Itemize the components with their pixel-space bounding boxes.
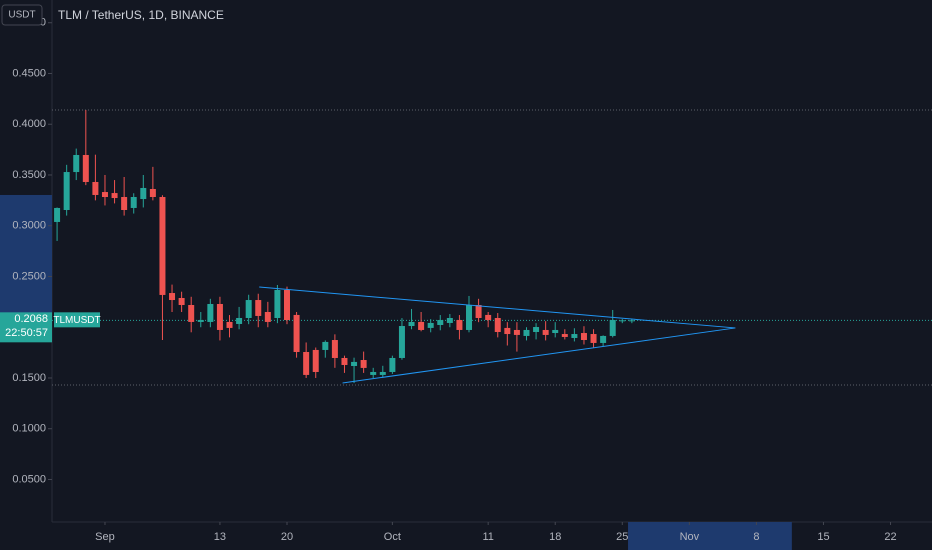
- candle-body: [73, 154, 80, 173]
- countdown-label: 22:50:57: [5, 327, 48, 339]
- candle-body: [351, 361, 358, 366]
- candle-body: [293, 314, 300, 352]
- candle-body: [446, 317, 453, 323]
- candle-body: [561, 334, 568, 337]
- candle-body: [475, 304, 482, 318]
- candle-body: [149, 188, 156, 198]
- candle-body: [236, 317, 243, 324]
- candle-body: [370, 371, 377, 375]
- candle-body: [303, 351, 310, 375]
- y-tick-label: 0.0500: [12, 473, 46, 485]
- candle-body: [245, 300, 252, 318]
- candle-body: [628, 320, 635, 322]
- x-tick-label: Sep: [95, 531, 115, 543]
- chart-title: TLM / TetherUS, 1D, BINANCE: [58, 8, 224, 22]
- candle-body: [590, 334, 597, 343]
- x-tick-label: 20: [281, 531, 293, 543]
- candle-body: [312, 349, 319, 372]
- candle-body: [580, 333, 587, 341]
- candle-body: [437, 320, 444, 325]
- candle-body: [274, 289, 281, 318]
- candle-body: [140, 187, 147, 200]
- candle-body: [398, 326, 405, 358]
- candle-body: [207, 303, 214, 322]
- candle-body: [121, 197, 128, 210]
- candle-body: [609, 320, 616, 336]
- x-tick-label: 15: [817, 531, 829, 543]
- x-tick-label: 13: [214, 531, 226, 543]
- currency-badge[interactable]: [1, 4, 43, 26]
- candle-body: [389, 357, 396, 372]
- candle-body: [504, 327, 511, 335]
- candle-body: [619, 320, 626, 322]
- candle-body: [494, 317, 501, 332]
- candle-body: [264, 312, 271, 322]
- y-tick-label: 0.4000: [12, 118, 46, 130]
- candle-body: [216, 303, 223, 330]
- candle-body: [331, 340, 338, 358]
- last-price-badge: [0, 312, 52, 343]
- price-range-highlight: [0, 194, 52, 330]
- candle-body: [571, 334, 578, 338]
- x-tick-label: 22: [884, 531, 896, 543]
- y-tick-label: 0.3000: [12, 220, 46, 232]
- currency: USDT: [8, 10, 35, 21]
- y-tick-label: 0.3500: [12, 169, 46, 181]
- candle-body: [197, 320, 204, 322]
- y-tick-label: 0.2500: [12, 270, 46, 282]
- y-tick-label: 0.1500: [12, 372, 46, 384]
- last-price-label: 0.2068: [14, 313, 48, 325]
- x-tick-label: 18: [549, 531, 561, 543]
- candle-body: [92, 181, 99, 195]
- candle-body: [226, 321, 233, 328]
- candle-body: [379, 371, 386, 375]
- time-range-highlight: [628, 522, 792, 550]
- candle-body: [427, 322, 434, 328]
- x-tick-label: Oct: [384, 531, 401, 543]
- candle-body: [533, 327, 540, 332]
- candle-body: [159, 197, 166, 295]
- x-tick-label: 25: [616, 531, 628, 543]
- x-tick-label: 11: [482, 531, 493, 543]
- candle-body: [360, 360, 367, 368]
- candle-body: [322, 341, 329, 350]
- candle-body: [523, 329, 530, 336]
- candle-body: [600, 335, 607, 343]
- trendline: [259, 286, 736, 329]
- candle-body: [408, 321, 415, 327]
- candle-body: [178, 297, 185, 305]
- candle-body: [283, 289, 290, 321]
- symbol-label: TLMUSDT: [53, 315, 100, 326]
- x-tick-label: Nov: [680, 531, 700, 543]
- candle-body: [54, 207, 61, 222]
- candle-body: [255, 300, 262, 316]
- candle-body: [130, 197, 137, 208]
- y-tick-label: 0.4500: [12, 67, 46, 79]
- candle-body: [456, 320, 463, 330]
- candle-body: [485, 314, 492, 321]
- symbol-badge: [54, 312, 100, 328]
- candle-body: [63, 172, 70, 210]
- trendline: [342, 327, 736, 384]
- candle-body: [513, 329, 520, 335]
- candle-body: [542, 329, 549, 335]
- candle-body: [552, 329, 559, 334]
- candle-body: [466, 304, 473, 330]
- candle-body: [82, 154, 89, 182]
- candle-body: [341, 357, 348, 365]
- candle-body: [111, 193, 118, 199]
- y-tick-label: 0.1000: [12, 423, 46, 435]
- candle-body: [169, 293, 176, 301]
- x-tick-label: 8: [753, 531, 759, 543]
- candle-body: [418, 321, 425, 330]
- candle-body: [101, 192, 108, 198]
- candle-body: [188, 304, 195, 322]
